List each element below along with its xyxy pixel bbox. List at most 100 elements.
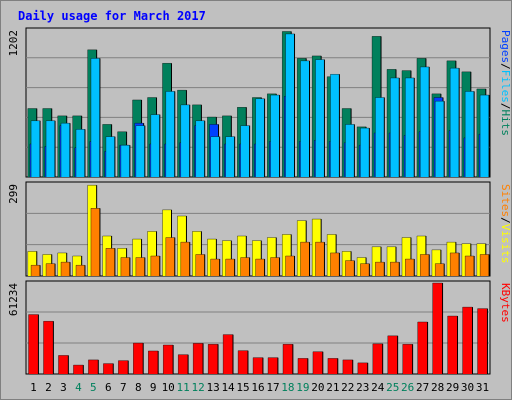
bar-kbytes [133, 342, 144, 374]
bar-kbytes [462, 306, 473, 374]
x-tick-label: 22 [341, 381, 354, 394]
bar-kbytes [73, 364, 84, 374]
bar-sites-face [375, 262, 385, 276]
bar-kbytes-face [253, 357, 263, 374]
legend-entry: Hits [499, 110, 512, 137]
bar-kbytes-face [133, 343, 144, 374]
legend: KBytes [499, 283, 512, 323]
bar-kbytes-face [193, 343, 204, 374]
bar-sites [330, 252, 340, 276]
bar-kbytes-face [312, 351, 323, 374]
bar-visits-face [147, 231, 157, 276]
bar-kbytes-face [477, 308, 488, 374]
chart-title: Daily usage for March 2017 [18, 9, 206, 23]
bar-files [90, 58, 101, 177]
bar-visits-face [237, 236, 247, 276]
bar-kbytes [432, 282, 444, 374]
bar-files-face [420, 66, 430, 177]
bar-sites [195, 254, 206, 276]
bar-files-face [240, 125, 250, 177]
bar-sites-face [180, 242, 190, 276]
bar-kbytes-face [163, 345, 174, 374]
bar-sites [434, 263, 445, 276]
x-tick-label: 20 [311, 381, 324, 394]
bar-kbytes-face [342, 359, 353, 374]
bar-sites-face [330, 252, 340, 276]
bar-kbytes-face [178, 354, 189, 374]
x-tick-label: 17 [266, 381, 279, 394]
panel-visits-sites: 299 Sites/Visits [7, 181, 512, 277]
bar-files-face [270, 95, 280, 177]
x-tick-label: 4 [75, 381, 82, 394]
bar-files [75, 129, 86, 177]
bar-kbytes-face [148, 350, 159, 374]
x-tick-label: 19 [296, 381, 309, 394]
bar-files-face [465, 91, 475, 177]
x-tick-label: 9 [150, 381, 157, 394]
x-tick-label: 16 [251, 381, 264, 394]
bar-kbytes [477, 308, 488, 374]
bar-visits-face [267, 237, 277, 276]
bar-sites [419, 254, 430, 276]
y-max-label: 61234 [7, 283, 20, 316]
bar-kbytes-face [43, 321, 54, 374]
bar-sites-face [165, 237, 175, 276]
bar-files-face [135, 125, 145, 177]
bar-files [300, 60, 310, 177]
bar-files-face [300, 60, 310, 177]
bar-files [330, 73, 340, 177]
bar-files [60, 122, 71, 177]
bar-files [30, 120, 41, 177]
bar-sites-face [61, 262, 71, 276]
bar-sites-face [31, 265, 41, 276]
bar-kbytes [402, 343, 414, 374]
bar-kbytes [43, 320, 54, 374]
bar-kbytes-face [387, 335, 398, 374]
bar-sites-face [435, 263, 445, 276]
x-tick-label: 12 [192, 381, 205, 394]
bar-files [464, 91, 475, 177]
x-tick-label: 1 [30, 381, 37, 394]
bar-kbytes-face [223, 334, 234, 374]
bar-kbytes [207, 343, 219, 374]
bar-kbytes-face [357, 362, 368, 374]
bar-files-face [46, 120, 56, 177]
bar-sites-face [240, 257, 250, 276]
bar-files-face [255, 98, 265, 177]
bar-files [150, 114, 161, 177]
bar-files-face [450, 68, 460, 177]
bar-files [210, 136, 221, 177]
x-tick-label: 23 [356, 381, 369, 394]
bar-files [375, 97, 385, 177]
bar-sites [30, 264, 41, 276]
bar-files-face [90, 58, 100, 177]
bar-sites-face [120, 257, 130, 276]
bar-sites [210, 258, 221, 276]
panel-hits-files-pages: 1202 Pages/Files/Hits [7, 27, 512, 178]
bar-visits-face [27, 251, 37, 276]
bar-files-face [180, 104, 190, 177]
bar-sites [150, 255, 161, 276]
bar-sites [105, 248, 116, 276]
bar-files-face [405, 77, 415, 177]
bar-sites-face [150, 256, 160, 276]
bar-sites [285, 255, 296, 276]
bar-files-face [120, 145, 130, 177]
bar-files-face [435, 101, 445, 177]
bar-kbytes [297, 358, 309, 374]
legend-entry: / [499, 103, 512, 110]
x-tick-label: 27 [416, 381, 429, 394]
bar-visits-face [222, 240, 232, 276]
bar-files [390, 77, 400, 177]
bar-files [285, 33, 296, 177]
bar-kbytes-face [118, 360, 129, 374]
bar-kbytes [417, 321, 429, 374]
bar-sites-face [270, 257, 280, 276]
x-tick-label: 2 [45, 381, 52, 394]
bar-kbytes-face [462, 307, 473, 374]
bar-files [315, 59, 325, 177]
bar-sites-face [105, 248, 115, 276]
legend-entry: Files [499, 70, 512, 103]
bar-sites-face [46, 263, 56, 276]
bar-kbytes-face [297, 358, 308, 374]
